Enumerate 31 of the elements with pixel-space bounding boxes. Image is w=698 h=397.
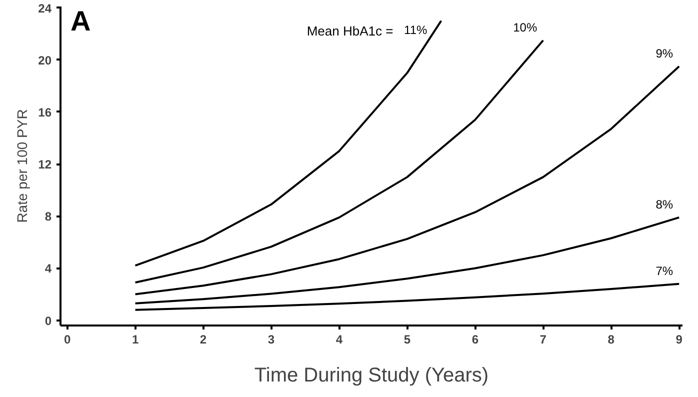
x-tick-label: 5	[404, 332, 411, 346]
x-tick-label: 6	[472, 332, 479, 346]
legend-title: Mean HbA1c =	[306, 23, 394, 38]
series-label: 11%	[404, 22, 428, 37]
y-tick-label: 16	[38, 105, 52, 120]
y-tick-label: 20	[38, 53, 52, 68]
y-tick-label: 4	[44, 262, 52, 276]
y-tick-label: 8	[44, 210, 52, 224]
y-axis-title: Rate per 100 PYR	[14, 109, 30, 223]
x-tick-label: 1	[132, 332, 139, 346]
y-tick-label: 24	[38, 1, 52, 16]
x-tick-label: 9	[676, 332, 683, 346]
y-tick-label: 0	[44, 314, 52, 328]
x-tick-label: 7	[540, 332, 547, 346]
series-label: 10%	[513, 20, 538, 34]
x-tick-label: 2	[200, 332, 207, 346]
line-series	[134, 20, 442, 267]
line-series	[134, 216, 680, 304]
x-tick-label: 8	[608, 332, 615, 346]
line-series	[134, 282, 680, 311]
x-tick-label: 0	[64, 332, 71, 346]
line-series	[134, 39, 544, 284]
annotation: A	[70, 6, 91, 36]
x-tick-label: 4	[336, 332, 343, 346]
x-axis-title: Time During Study (Years)	[254, 364, 489, 386]
y-tick-label: 12	[38, 158, 52, 172]
series-label: 8%	[656, 197, 674, 212]
line-series	[134, 65, 680, 296]
series-label: 9%	[656, 46, 674, 60]
x-tick-label: 3	[268, 332, 275, 346]
series-label: 7%	[656, 264, 674, 278]
